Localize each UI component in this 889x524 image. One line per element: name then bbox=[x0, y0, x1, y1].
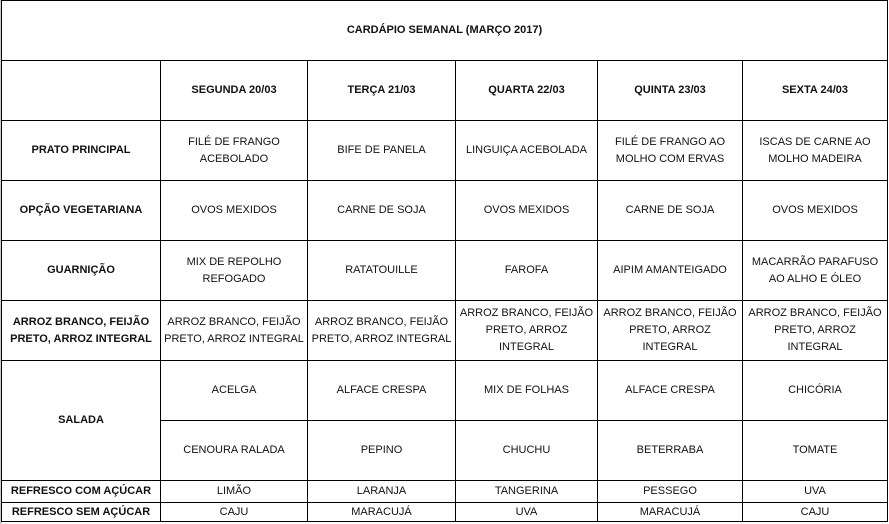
menu-cell: MARACUJÁ bbox=[307, 502, 456, 522]
header-row: SEGUNDA 20/03 TERÇA 21/03 QUARTA 22/03 QUIN… bbox=[1, 60, 888, 121]
menu-cell: CAJU bbox=[742, 502, 888, 522]
menu-cell: LINGUIÇA ACEBOLADA bbox=[455, 120, 598, 181]
menu-cell: UVA bbox=[742, 480, 888, 503]
menu-cell: LIMÃO bbox=[160, 480, 308, 503]
row-label: GUARNIÇÃO bbox=[1, 240, 161, 301]
menu-cell: CHUCHU bbox=[455, 420, 598, 481]
row-label: REFRESCO COM AÇÚCAR bbox=[1, 480, 161, 503]
menu-row: PRATO PRINCIPAL FILÉ DE FRANGO ACEBOLADO B… bbox=[1, 120, 888, 181]
menu-row: OPÇÃO VEGETARIANA OVOS MEXIDOS CARNE DE SO… bbox=[1, 180, 888, 241]
row-label: ARROZ BRANCO, FEIJÃO PRETO, ARROZ INTEGR… bbox=[1, 300, 161, 361]
day-header: SEGUNDA 20/03 bbox=[160, 60, 308, 121]
menu-cell: RATATOUILLE bbox=[307, 240, 456, 301]
menu-cell: ARROZ BRANCO, FEIJÃO PRETO, ARROZ INTEGR… bbox=[742, 300, 888, 361]
menu-cell: ARROZ BRANCO, FEIJÃO PRETO, ARROZ INTEGR… bbox=[455, 300, 598, 361]
salada-row: SALADA ACELGA ALFACE CRESPA MIX DE FOLHAS AL… bbox=[1, 360, 888, 481]
row-label: OPÇÃO VEGETARIANA bbox=[1, 180, 161, 241]
menu-cell: MACARRÃO PARAFUSO AO ALHO E ÓLEO bbox=[742, 240, 888, 301]
menu-row: GUARNIÇÃO MIX DE REPOLHO REFOGADO RATATOUI… bbox=[1, 240, 888, 301]
menu-cell: CAJU bbox=[160, 502, 308, 522]
menu-cell: FAROFA bbox=[455, 240, 598, 301]
menu-cell: TANGERINA bbox=[455, 480, 598, 503]
refresco-row: REFRESCO SEM AÇÚCAR CAJU MARACUJÁ UVA MARACU… bbox=[1, 502, 888, 522]
refresco-row: REFRESCO COM AÇÚCAR LIMÃO LARANJA TANGERINA… bbox=[1, 480, 888, 503]
menu-cell: ALFACE CRESPA bbox=[307, 360, 456, 421]
row-label: REFRESCO SEM AÇÚCAR bbox=[1, 502, 161, 522]
menu-row: ARROZ BRANCO, FEIJÃO PRETO, ARROZ INTEGR… bbox=[1, 300, 888, 361]
menu-cell: UVA bbox=[455, 502, 598, 522]
menu-cell: PESSEGO bbox=[597, 480, 743, 503]
menu-cell: FILÉ DE FRANGO AO MOLHO COM ERVAS bbox=[597, 120, 743, 181]
menu-cell: CHICÓRIA bbox=[742, 360, 888, 421]
menu-cell: TOMATE bbox=[742, 420, 888, 481]
menu-cell: OVOS MEXIDOS bbox=[160, 180, 308, 241]
menu-cell: ARROZ BRANCO, FEIJÃO PRETO, ARROZ INTEGR… bbox=[160, 300, 308, 361]
day-header: QUINTA 23/03 bbox=[597, 60, 743, 121]
menu-cell: ARROZ BRANCO, FEIJÃO PRETO, ARROZ INTEGR… bbox=[307, 300, 456, 361]
menu-cell: ACELGA bbox=[160, 360, 308, 421]
menu-cell: ISCAS DE CARNE AO MOLHO MADEIRA bbox=[742, 120, 888, 181]
salada-row: CENOURA RALADA PEPINO CHUCHU BETERRABA TOMAT… bbox=[2, 420, 888, 481]
empty-corner-cell bbox=[1, 60, 161, 121]
menu-cell: AIPIM AMANTEIGADO bbox=[597, 240, 743, 301]
menu-cell: MIX DE FOLHAS bbox=[455, 360, 598, 421]
day-header: SEXTA 24/03 bbox=[742, 60, 888, 121]
menu-cell: PEPINO bbox=[307, 420, 456, 481]
menu-cell: OVOS MEXIDOS bbox=[742, 180, 888, 241]
day-header: TERÇA 21/03 bbox=[307, 60, 456, 121]
menu-cell: MIX DE REPOLHO REFOGADO bbox=[160, 240, 308, 301]
menu-cell: BIFE DE PANELA bbox=[307, 120, 456, 181]
menu-cell: LARANJA bbox=[307, 480, 456, 503]
menu-cell: ALFACE CRESPA bbox=[597, 360, 743, 421]
menu-title: CARDÁPIO SEMANAL (MARÇO 2017) bbox=[1, 0, 888, 61]
day-header: QUARTA 22/03 bbox=[455, 60, 598, 121]
menu-cell: CARNE DE SOJA bbox=[307, 180, 456, 241]
menu-cell: MARACUJÁ bbox=[597, 502, 743, 522]
menu-cell: OVOS MEXIDOS bbox=[455, 180, 598, 241]
menu-cell: ARROZ BRANCO, FEIJÃO PRETO, ARROZ INTEGR… bbox=[597, 300, 743, 361]
menu-cell: BETERRABA bbox=[597, 420, 743, 481]
row-label: SALADA bbox=[1, 360, 161, 481]
menu-cell: FILÉ DE FRANGO ACEBOLADO bbox=[160, 120, 308, 181]
menu-cell: CARNE DE SOJA bbox=[597, 180, 743, 241]
row-label: PRATO PRINCIPAL bbox=[1, 120, 161, 181]
menu-cell: CENOURA RALADA bbox=[160, 420, 308, 481]
